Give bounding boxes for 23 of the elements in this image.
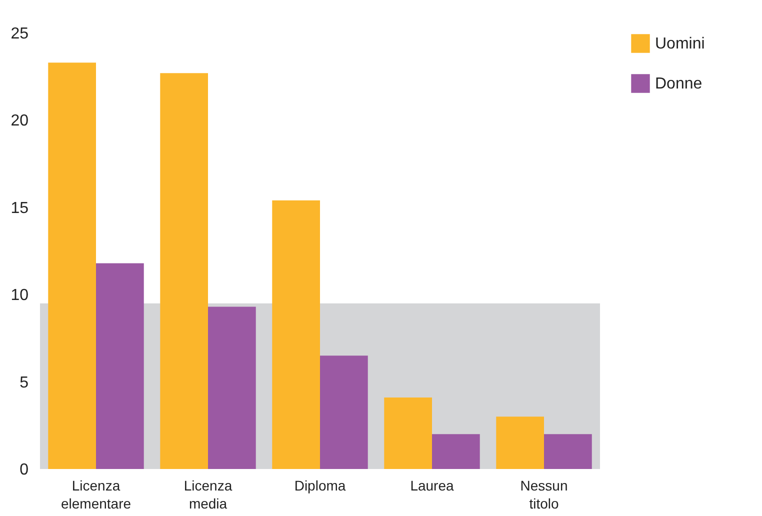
y-tick-label: 15	[10, 200, 29, 217]
y-tick-label: 5	[20, 374, 29, 392]
x-tick-label: Licenza elementare	[60, 478, 132, 512]
bar	[208, 306, 256, 469]
y-tick-label: 10	[10, 287, 29, 304]
y-tick-label: 20	[10, 112, 29, 130]
bar	[320, 356, 368, 469]
bar	[496, 416, 544, 469]
x-tick-label: Nessun titolo	[520, 478, 568, 512]
x-tick-label: Diploma	[294, 478, 346, 494]
y-tick-label: 0	[20, 462, 29, 478]
bar	[272, 200, 320, 469]
bar	[160, 73, 208, 469]
bar	[96, 263, 144, 469]
legend-label: Uomini	[655, 36, 705, 52]
legend-label: Donne	[655, 76, 702, 92]
bar	[384, 397, 432, 469]
bar	[544, 434, 592, 469]
x-tick-label: Licenza media	[184, 478, 232, 512]
bar	[432, 434, 480, 469]
x-tick-label: Laurea	[410, 478, 454, 494]
y-tick-label: 25	[10, 26, 29, 42]
bar	[48, 62, 96, 469]
